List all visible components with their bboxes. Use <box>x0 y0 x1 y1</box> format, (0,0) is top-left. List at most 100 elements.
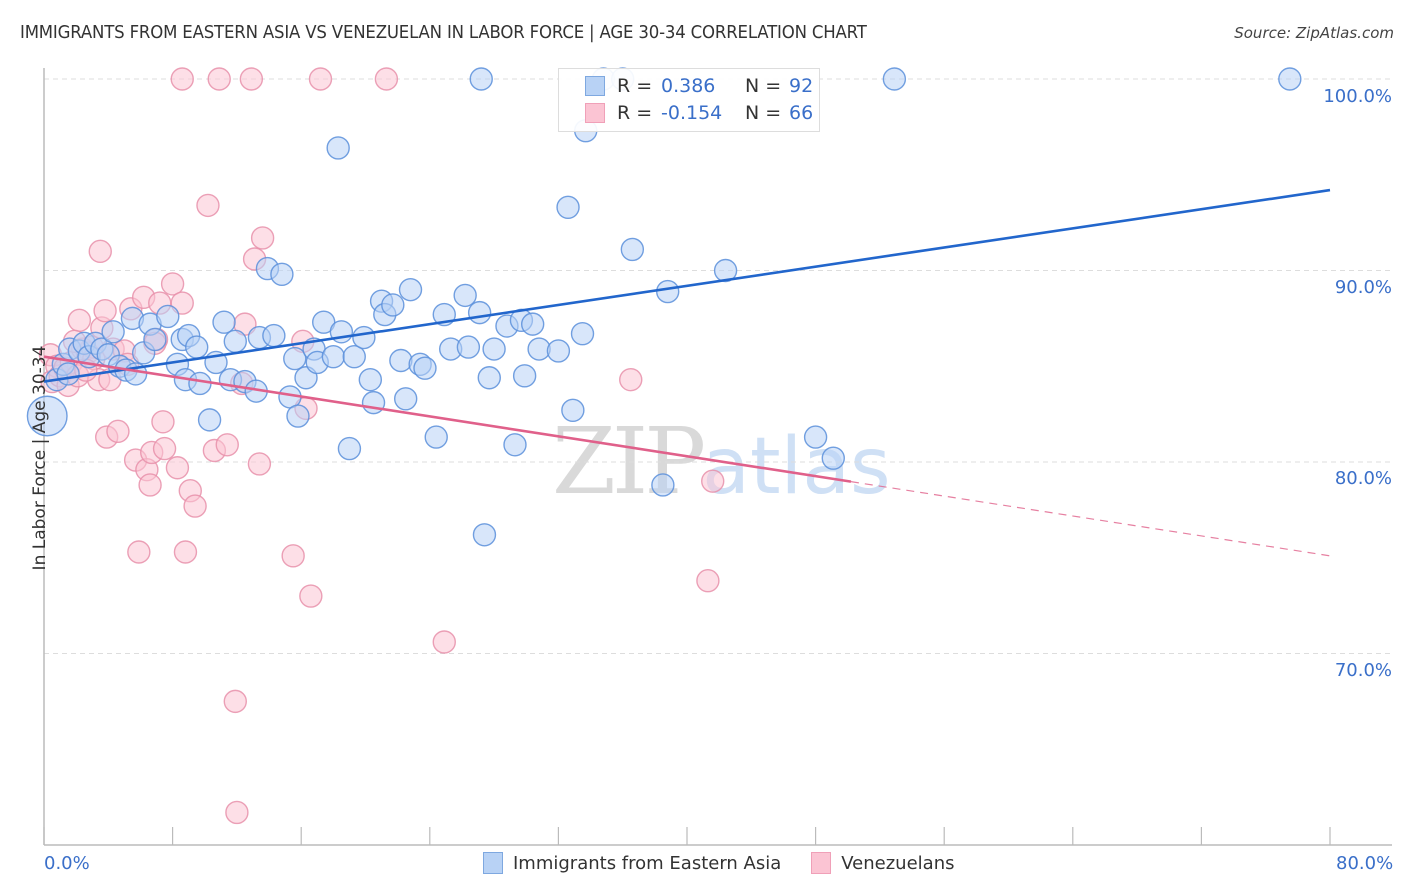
eastern-asia-point <box>467 300 492 325</box>
eastern-asia-point <box>520 312 545 336</box>
eastern-asia-point <box>477 366 501 390</box>
x-tick-label-min: 0.0% <box>44 853 90 874</box>
eastern-asia-point <box>556 195 580 220</box>
venezuelans-point <box>207 67 231 91</box>
n-label: N = <box>745 75 782 97</box>
venezuelans-point <box>701 469 725 493</box>
n-value: 92 <box>789 75 814 97</box>
venezuelans-point <box>281 544 305 568</box>
venezuelans-point <box>173 540 198 564</box>
venezuelans-point <box>225 800 249 825</box>
eastern-asia-point <box>527 337 551 361</box>
eastern-asia-point <box>803 425 828 449</box>
venezuelans-point <box>299 584 323 608</box>
eastern-asia-point <box>185 335 209 359</box>
eastern-asia-point <box>143 327 167 352</box>
trendlines <box>43 188 1331 557</box>
blue-swatch-icon <box>585 76 605 96</box>
venezuelans-point <box>223 689 247 714</box>
chart-title: IMMIGRANTS FROM EASTERN ASIA VS VENEZUEL… <box>20 22 867 43</box>
venezuelans-point <box>215 433 239 457</box>
venezuelans-point <box>127 540 151 564</box>
venezuelans-trendline <box>43 355 852 483</box>
r-label: R = <box>617 102 653 124</box>
pink-swatch-icon <box>811 852 832 874</box>
eastern-asia-point <box>389 348 413 373</box>
venezuelans-point <box>619 367 643 392</box>
eastern-asia-point <box>361 390 386 415</box>
venezuelans-point <box>432 630 456 654</box>
y-tick-label: 70.0% <box>1334 660 1392 681</box>
legend-item-eastern-asia[interactable]: Immigrants from Eastern Asia <box>483 852 781 874</box>
source-label: Source: ZipAtlas.com <box>1234 24 1394 42</box>
eastern-asia-point <box>561 398 585 422</box>
eastern-asia-point <box>393 387 418 411</box>
eastern-asia-point <box>326 136 350 160</box>
eastern-asia-point <box>882 67 907 91</box>
eastern-asia-point <box>358 367 383 392</box>
eastern-asia-point <box>283 346 307 371</box>
eastern-asia-point <box>197 408 222 432</box>
eastern-asia-point <box>262 323 286 348</box>
eastern-asia-point <box>453 283 477 308</box>
venezuelans-point <box>160 272 185 296</box>
eastern-asia-point <box>424 425 448 449</box>
eastern-asia-point <box>570 321 595 346</box>
venezuelans-point <box>374 67 399 91</box>
eastern-asia-point <box>156 304 180 329</box>
blue-swatch-icon <box>483 852 503 874</box>
venezuelans-point <box>170 291 194 315</box>
y-tick-label: 90.0% <box>1334 277 1392 298</box>
eastern-asia-point <box>342 344 366 369</box>
stats-legend: R = 0.386 N = 92 R = -0.154 N = 66 <box>558 68 820 132</box>
venezuelans-point <box>165 456 190 480</box>
y-tick-label: 100.0% <box>1323 86 1392 107</box>
venezuelans-point <box>138 473 162 497</box>
eastern-asia-point <box>651 473 675 497</box>
eastern-asia-points <box>26 67 1302 547</box>
eastern-asia-point <box>352 325 376 350</box>
eastern-asia-point <box>223 329 247 354</box>
pink-swatch-icon <box>585 103 605 123</box>
venezuelans-point <box>170 67 194 91</box>
venezuelans-point <box>196 193 220 218</box>
venezuelans-trendline-extension <box>850 481 1331 557</box>
series-legend: Immigrants from Eastern Asia Venezuelans <box>483 852 985 874</box>
x-tick-label-max: 80.0% <box>1336 853 1394 874</box>
eastern-asia-point <box>713 258 738 283</box>
gridlines <box>44 78 1392 654</box>
y-axis-title: In Labor Force | Age 30-34 <box>30 345 50 571</box>
eastern-asia-point <box>469 67 493 91</box>
legend-item-venezuelans[interactable]: Venezuelans <box>811 852 955 874</box>
stats-row-eastern-asia: R = 0.386 N = 92 <box>585 73 813 99</box>
venezuelans-point <box>250 226 275 250</box>
eastern-asia-point <box>188 371 212 396</box>
eastern-asia-point <box>413 356 437 380</box>
eastern-asia-point <box>620 237 645 262</box>
eastern-asia-trendline <box>43 188 1331 383</box>
venezuelans-point <box>247 452 272 476</box>
eastern-asia-point <box>26 395 68 437</box>
eastern-asia-point <box>398 277 423 302</box>
eastern-asia-point <box>512 364 537 388</box>
venezuelans-point <box>106 419 130 444</box>
eastern-asia-point <box>321 344 346 369</box>
axes <box>43 68 1392 846</box>
n-value: 66 <box>789 102 814 124</box>
venezuelans-point <box>696 569 720 593</box>
eastern-asia-point <box>656 279 680 304</box>
eastern-asia-point <box>270 262 294 287</box>
r-value: 0.386 <box>661 75 716 97</box>
venezuelans-point <box>151 410 175 434</box>
venezuelans-point <box>308 67 333 91</box>
legend-label: Venezuelans <box>841 852 955 874</box>
eastern-asia-point <box>56 362 80 386</box>
eastern-asia-point <box>1278 67 1302 91</box>
eastern-asia-point <box>821 446 845 470</box>
venezuelans-point <box>88 239 112 264</box>
eastern-asia-point <box>482 337 506 361</box>
venezuelans-point <box>239 67 264 91</box>
legend-label: Immigrants from Eastern Asia <box>513 852 782 874</box>
r-label: R = <box>617 75 653 97</box>
